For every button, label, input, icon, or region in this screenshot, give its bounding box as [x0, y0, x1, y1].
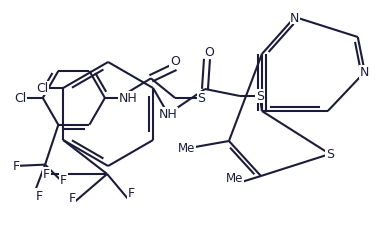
Text: S: S [326, 148, 334, 161]
Text: Cl: Cl [36, 82, 48, 95]
Text: F: F [128, 186, 135, 199]
Text: N: N [290, 11, 299, 25]
Text: O: O [170, 55, 180, 68]
Text: S: S [256, 90, 264, 103]
Text: Me: Me [226, 171, 244, 184]
Text: O: O [204, 46, 214, 59]
Text: F: F [60, 173, 67, 186]
Text: F: F [13, 160, 20, 172]
Text: N: N [360, 66, 369, 79]
Text: F: F [36, 189, 43, 202]
Text: NH: NH [159, 108, 177, 121]
Text: NH: NH [119, 92, 138, 105]
Text: F: F [69, 191, 76, 204]
Text: S: S [198, 92, 206, 105]
Text: Cl: Cl [14, 92, 27, 105]
Text: Me: Me [177, 141, 195, 154]
Text: F: F [43, 168, 50, 181]
